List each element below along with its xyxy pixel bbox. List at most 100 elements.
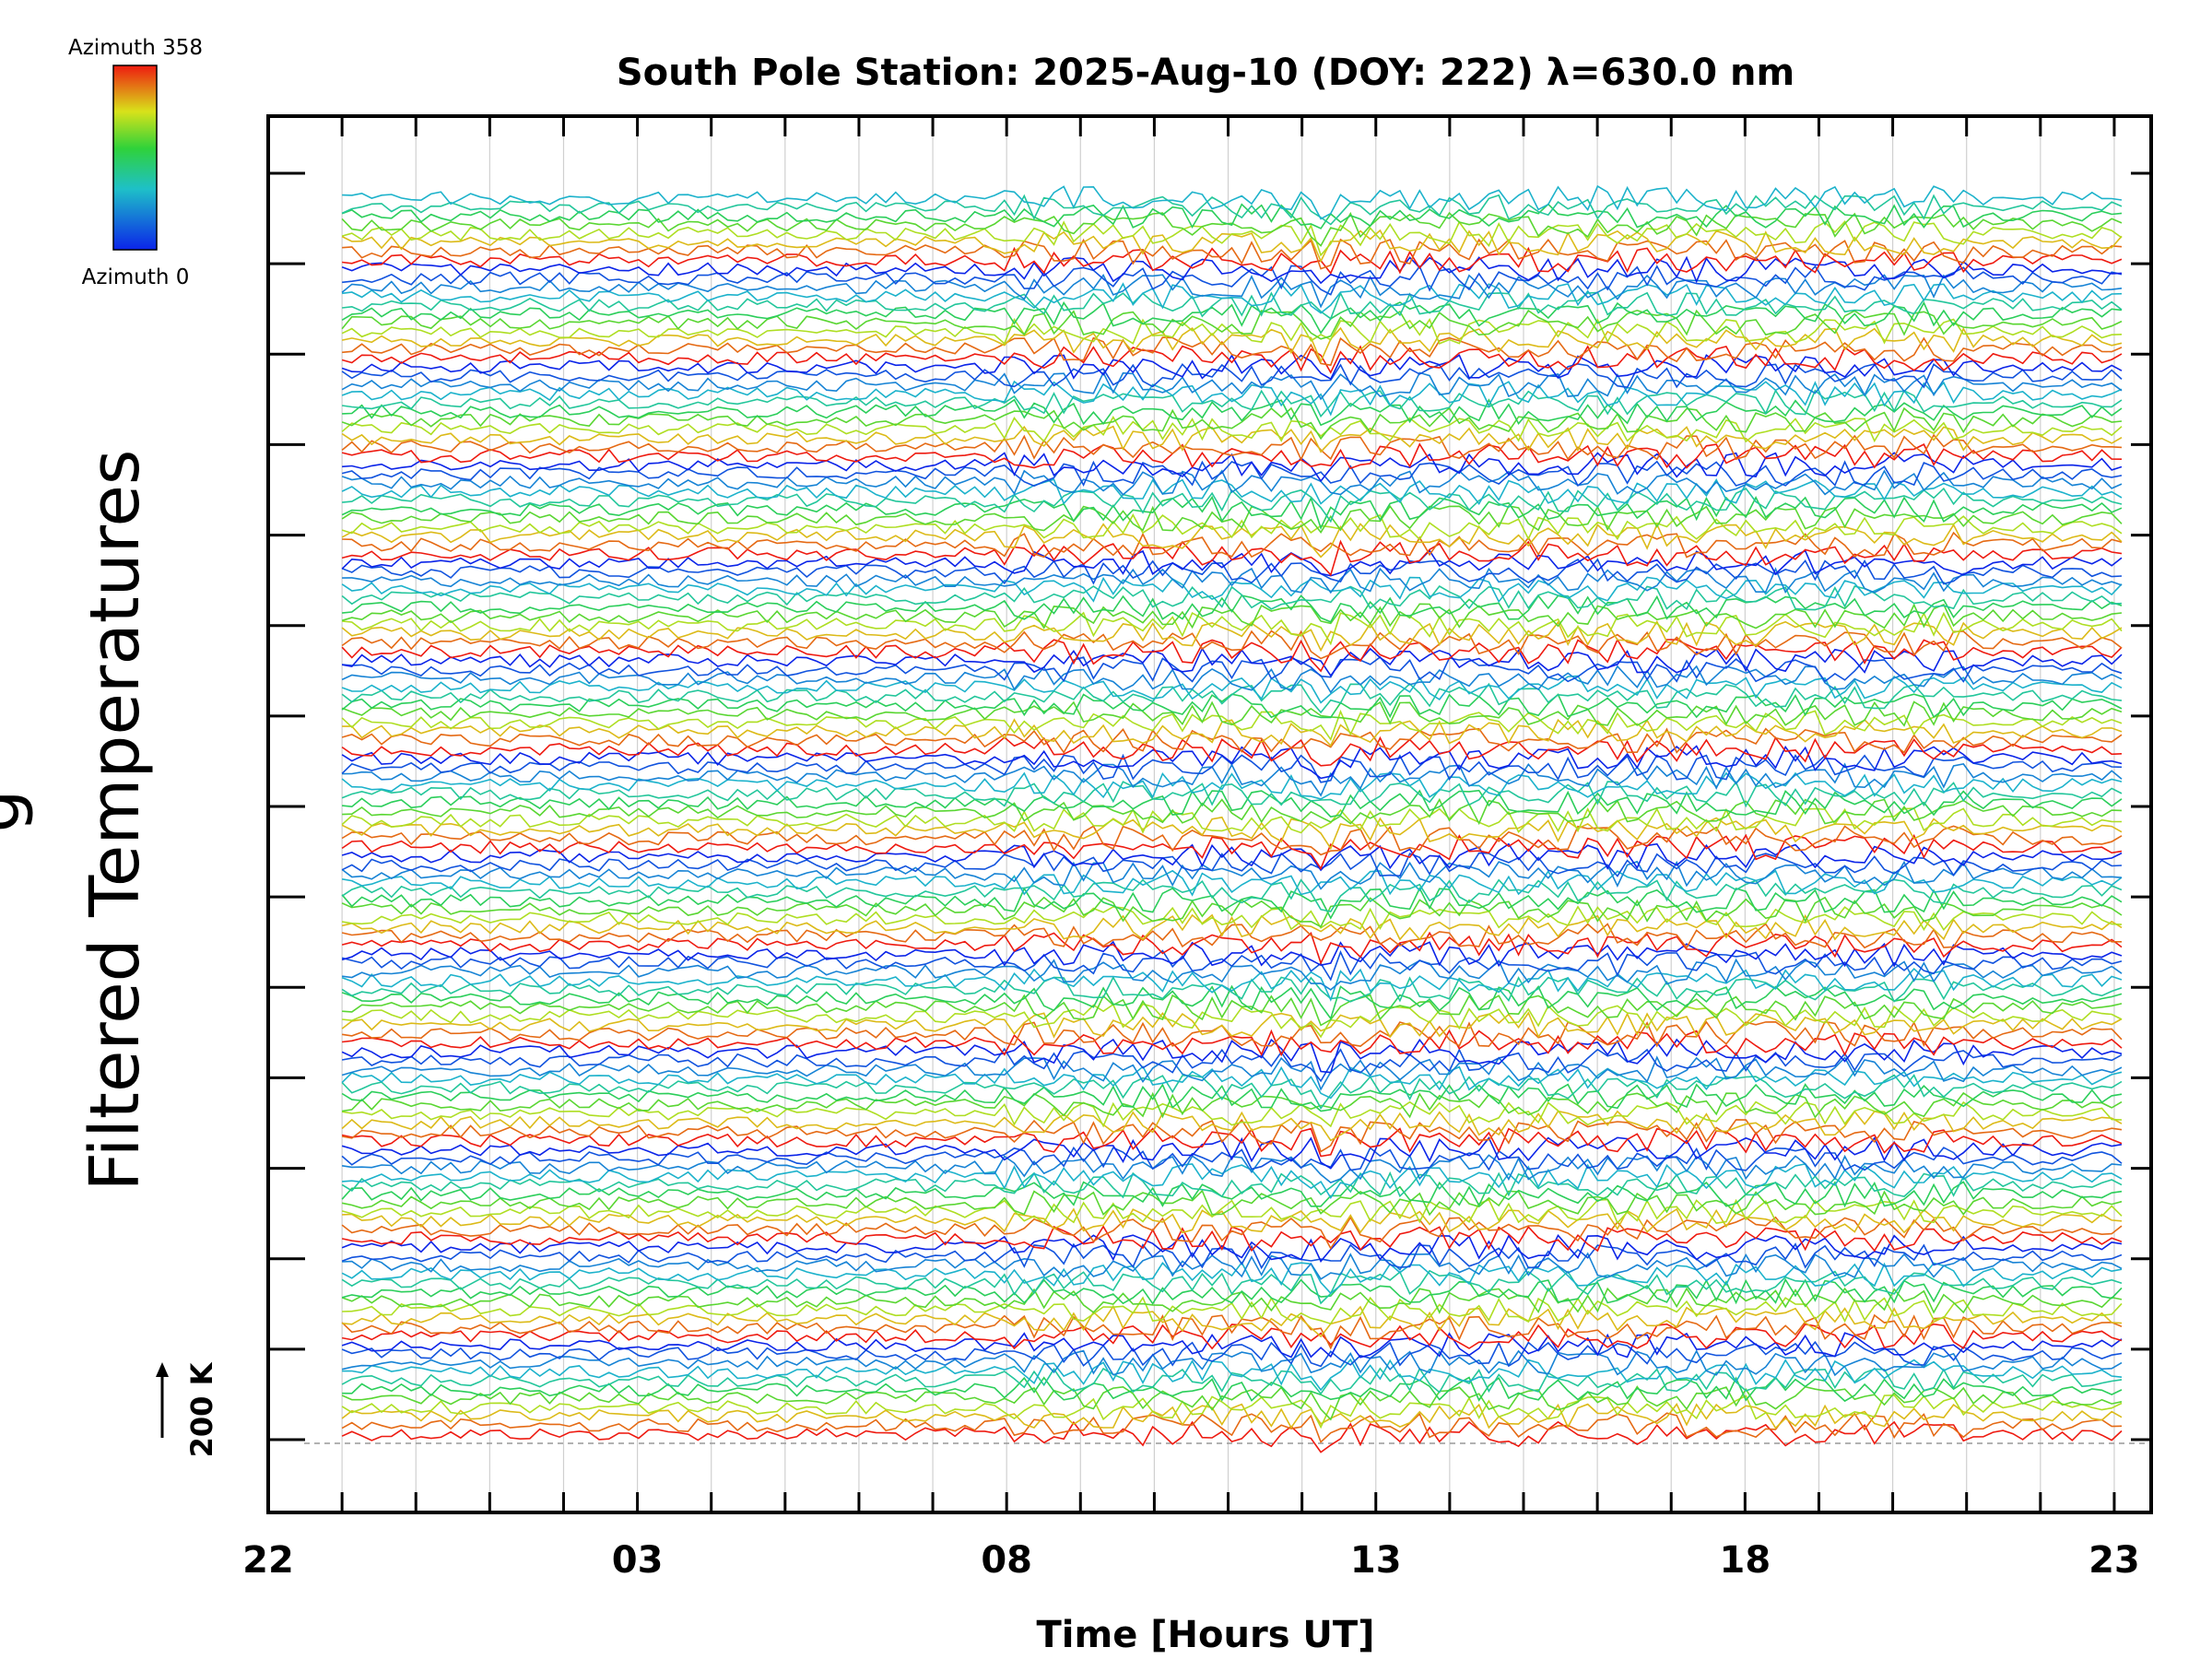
series-line [341, 1323, 2123, 1350]
series-line [341, 371, 2123, 401]
series-line [341, 442, 2123, 470]
series-line [341, 905, 2123, 932]
colorbar-gradient [112, 65, 158, 251]
series-line [341, 345, 2123, 374]
y-ticks [268, 171, 2151, 1441]
colorbar-bottom-label: Azimuth 0 [82, 265, 190, 289]
series-line [341, 984, 2123, 1020]
series-line [341, 967, 2123, 1002]
series-line [341, 1065, 2123, 1100]
series-line [341, 1055, 2123, 1091]
series-line [341, 1118, 2123, 1153]
series-line [341, 354, 2123, 381]
series-line [342, 1003, 2123, 1039]
series-line [342, 531, 2123, 559]
series-line [341, 675, 2123, 704]
series-line [342, 184, 2123, 220]
series-line [342, 1207, 2123, 1234]
series-line [341, 682, 2123, 714]
series-line [342, 611, 2123, 646]
series-line [342, 282, 2123, 314]
series-line [342, 1029, 2123, 1057]
x-axis-label: Time [Hours UT] [1037, 1614, 1375, 1656]
series-line [341, 1127, 2123, 1158]
series-line [341, 931, 2123, 966]
series-line [341, 584, 2123, 611]
series-line [341, 913, 2123, 941]
series-line [341, 700, 2123, 727]
series-line [341, 1011, 2123, 1039]
series-line [341, 433, 2123, 462]
series-line [341, 1412, 2123, 1443]
series-line [342, 238, 2123, 270]
series-line [341, 940, 2123, 968]
series-line [341, 539, 2123, 577]
series-line [341, 860, 2123, 890]
series-line [342, 452, 2123, 483]
y-axis-label: Filtered Temperatures [76, 450, 155, 1192]
series-line [341, 852, 2123, 877]
series-line [342, 594, 2123, 623]
series-line [341, 646, 2123, 677]
series-line [342, 994, 2123, 1027]
series-line [341, 629, 2123, 660]
series-line [341, 558, 2123, 585]
series-line [341, 709, 2123, 742]
series-line [342, 718, 2123, 747]
chart-title: South Pole Station: 2025-Aug-10 (DOY: 22… [617, 52, 1794, 94]
series-line [341, 203, 2123, 229]
series-line [341, 415, 2123, 443]
series-line [341, 1136, 2123, 1170]
series-line [341, 255, 2123, 285]
series-line [341, 923, 2122, 949]
series-line [341, 833, 2123, 870]
series-line [341, 887, 2123, 920]
series-line [341, 406, 2123, 441]
series-traces [341, 184, 2123, 1453]
series-line [342, 1252, 2123, 1280]
series-line [341, 211, 2123, 247]
scale-bar-label: 200 K [184, 1361, 219, 1457]
series-line [341, 1171, 2123, 1199]
series-line [341, 1047, 2123, 1083]
x-tick-label: 18 [1720, 1539, 1771, 1582]
series-line [341, 1020, 2123, 1048]
series-line [342, 797, 2123, 826]
series-line [342, 246, 2123, 275]
series-line [341, 1261, 2123, 1295]
plot-frame [266, 114, 2153, 1514]
series-line [341, 619, 2123, 653]
series-line [341, 1189, 2123, 1217]
series-line [341, 753, 2123, 783]
series-line [341, 389, 2123, 418]
series-line [341, 771, 2123, 800]
x-tick-label: 13 [1350, 1539, 1402, 1582]
series-line [341, 1313, 2123, 1350]
series-line [341, 300, 2123, 335]
series-line [341, 1225, 2123, 1253]
x-tick-label: 08 [981, 1539, 1032, 1582]
series-line [341, 1420, 2123, 1453]
series-line [341, 1198, 2123, 1225]
series-line [341, 495, 2123, 531]
series-line [341, 1100, 2123, 1128]
series-line [341, 576, 2123, 604]
scale-bar: 200 K [156, 1361, 219, 1457]
series-line [341, 869, 2123, 897]
series-line [341, 1216, 2123, 1250]
series-line [341, 1091, 2123, 1119]
series-line [341, 326, 2123, 364]
series-line [341, 735, 2123, 767]
series-line [341, 825, 2123, 856]
series-line [342, 1358, 2123, 1392]
series-line [341, 504, 2123, 535]
series-line [341, 469, 2123, 496]
series-line [341, 603, 2123, 629]
series-line [341, 1074, 2123, 1110]
x-ticks: 22 03 08 13 18 23 [242, 116, 2140, 1582]
series-line [342, 655, 2123, 683]
series-line [341, 380, 2123, 417]
colorbar-top-label: Azimuth 358 [68, 36, 203, 60]
series-line [341, 842, 2123, 872]
